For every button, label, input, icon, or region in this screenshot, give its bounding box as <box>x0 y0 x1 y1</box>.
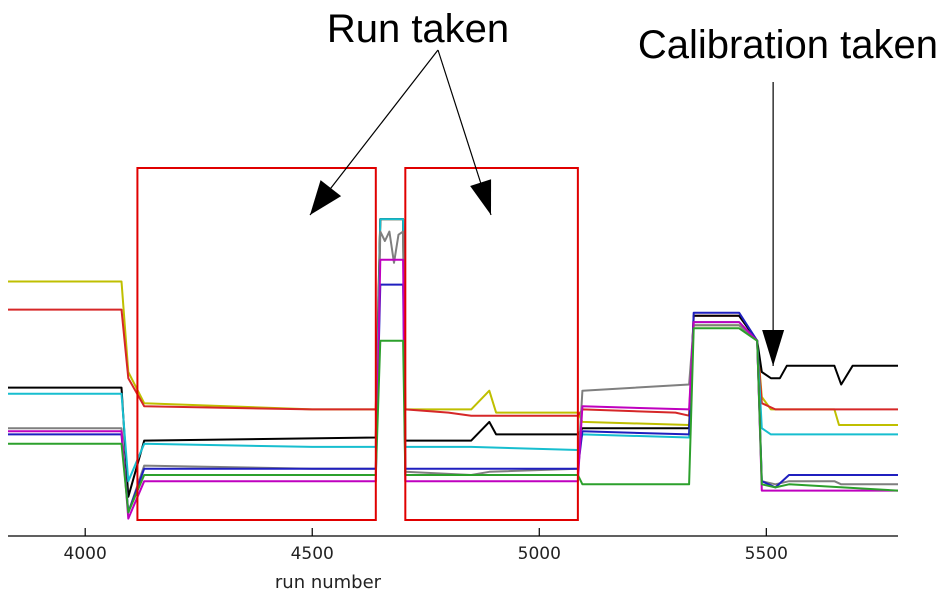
annotations: Run taken Calibration taken <box>136 7 938 521</box>
calibration-arrow-head <box>762 330 785 366</box>
series-line-5 <box>8 230 898 514</box>
x-tick-label: 4500 <box>291 544 334 564</box>
x-tick-label: 5500 <box>745 544 788 564</box>
run-box-2 <box>404 167 579 521</box>
run-taken-label: Run taken <box>327 7 509 51</box>
run-arrow-right-head <box>470 179 492 215</box>
run-box-1 <box>136 167 377 521</box>
x-ticks: 4000 4500 5000 5500 <box>64 528 788 564</box>
series-line-4 <box>8 218 898 483</box>
series-line-2 <box>8 218 898 417</box>
calibration-taken-label: Calibration taken <box>638 23 938 67</box>
x-tick-label: 5000 <box>518 544 561 564</box>
x-tick-label: 4000 <box>64 544 107 564</box>
series-line-8 <box>8 327 898 514</box>
series-layer <box>8 218 898 520</box>
run-arrow-left-shaft <box>309 49 439 216</box>
series-line-3 <box>8 218 898 498</box>
x-axis-label: run number <box>275 572 382 593</box>
series-line-1 <box>8 218 898 426</box>
run-arrow-left-head <box>310 180 342 215</box>
